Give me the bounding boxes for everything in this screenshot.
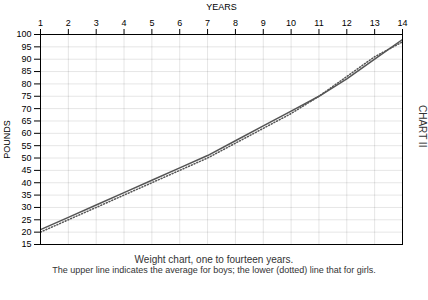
html-text:Weight chart, one to fourteen: Weight chart, one to fourteen years. [134,254,294,265]
svg-text:55: 55 [21,141,31,151]
svg-text:95: 95 [21,42,31,52]
svg-text:3: 3 [94,18,99,28]
svg-text:45: 45 [21,165,31,175]
svg-text:65: 65 [21,116,31,126]
svg-text:100: 100 [16,29,31,39]
svg-text:9: 9 [261,18,266,28]
svg-text:YEARS: YEARS [206,2,237,12]
html-text:CHART II: CHART II [417,104,428,148]
svg-text:35: 35 [21,190,31,200]
svg-text:1: 1 [38,18,43,28]
html-text:The upper line indicates the a: The upper line indicates the average for… [52,265,376,275]
svg-text:25: 25 [21,215,31,225]
svg-text:11: 11 [314,18,323,28]
svg-text:14: 14 [397,18,407,28]
svg-text:70: 70 [21,103,31,113]
svg-text:5: 5 [149,18,154,28]
svg-text:80: 80 [21,79,31,89]
svg-text:30: 30 [21,202,31,212]
svg-text:4: 4 [122,18,127,28]
svg-text:10: 10 [286,18,296,28]
svg-text:13: 13 [370,18,380,28]
svg-text:15: 15 [21,239,31,249]
svg-text:75: 75 [21,91,31,101]
svg-text:POUNDS: POUNDS [2,120,12,159]
svg-text:7: 7 [205,18,210,28]
svg-text:90: 90 [21,54,31,64]
svg-text:40: 40 [21,178,31,188]
svg-text:60: 60 [21,128,31,138]
svg-text:50: 50 [21,153,31,163]
svg-text:12: 12 [342,18,352,28]
svg-text:8: 8 [233,18,238,28]
svg-text:20: 20 [21,227,31,237]
svg-text:2: 2 [66,18,71,28]
svg-text:6: 6 [177,18,182,28]
svg-text:85: 85 [21,66,31,76]
